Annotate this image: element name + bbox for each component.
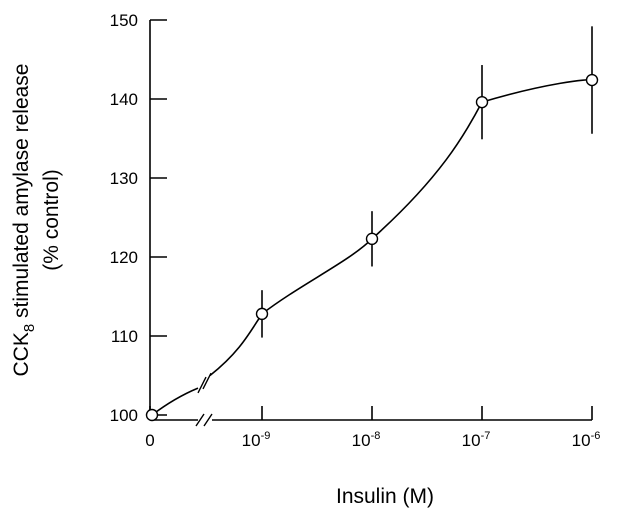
x-tick-label: 10-8 [352,430,381,450]
y-tick-label: 110 [111,327,138,346]
y-tick-label: 100 [110,406,138,425]
data-point [365,232,379,246]
x-tick-label: 10-6 [572,430,601,450]
y-axis-title: CCK8 stimulated amylase release [10,64,38,377]
fit-curve [209,78,593,377]
y-tick-label: 120 [110,248,138,267]
data-point [475,95,489,109]
data-point [255,307,269,321]
x-tick-label: 10-7 [462,430,491,450]
x-axis-break [203,413,213,427]
data-point [585,73,599,87]
y-tick-label: 130 [110,169,138,188]
curve-break [197,376,207,394]
y-tick-label: 140 [110,90,138,109]
x-axis-title: Insulin (M) [336,485,434,508]
curve-break [202,372,212,390]
x-axis-break [195,413,205,427]
data-point [145,408,159,422]
y-tick-label: 150 [110,11,138,30]
fit-curve-segment [151,387,199,416]
x-tick-label: 10-9 [242,430,271,450]
y-axis-title-line2: (% control) [40,169,63,271]
x-tick-label: 0 [145,431,154,450]
